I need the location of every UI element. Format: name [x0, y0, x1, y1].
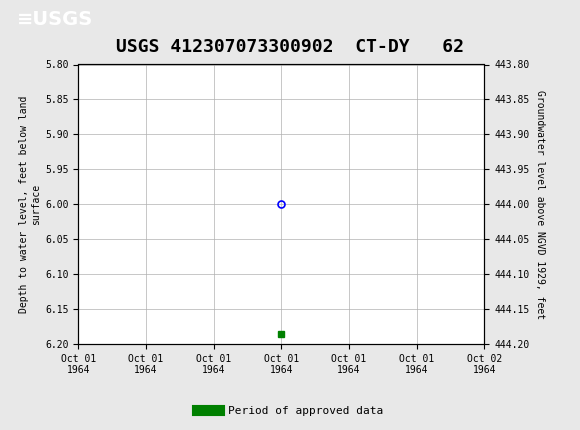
Y-axis label: Groundwater level above NGVD 1929, feet: Groundwater level above NGVD 1929, feet — [535, 90, 545, 319]
Text: USGS 412307073300902  CT-DY   62: USGS 412307073300902 CT-DY 62 — [116, 38, 464, 56]
Legend: Period of approved data: Period of approved data — [193, 401, 387, 420]
Text: ≡USGS: ≡USGS — [17, 10, 93, 29]
Y-axis label: Depth to water level, feet below land
surface: Depth to water level, feet below land su… — [19, 95, 41, 313]
